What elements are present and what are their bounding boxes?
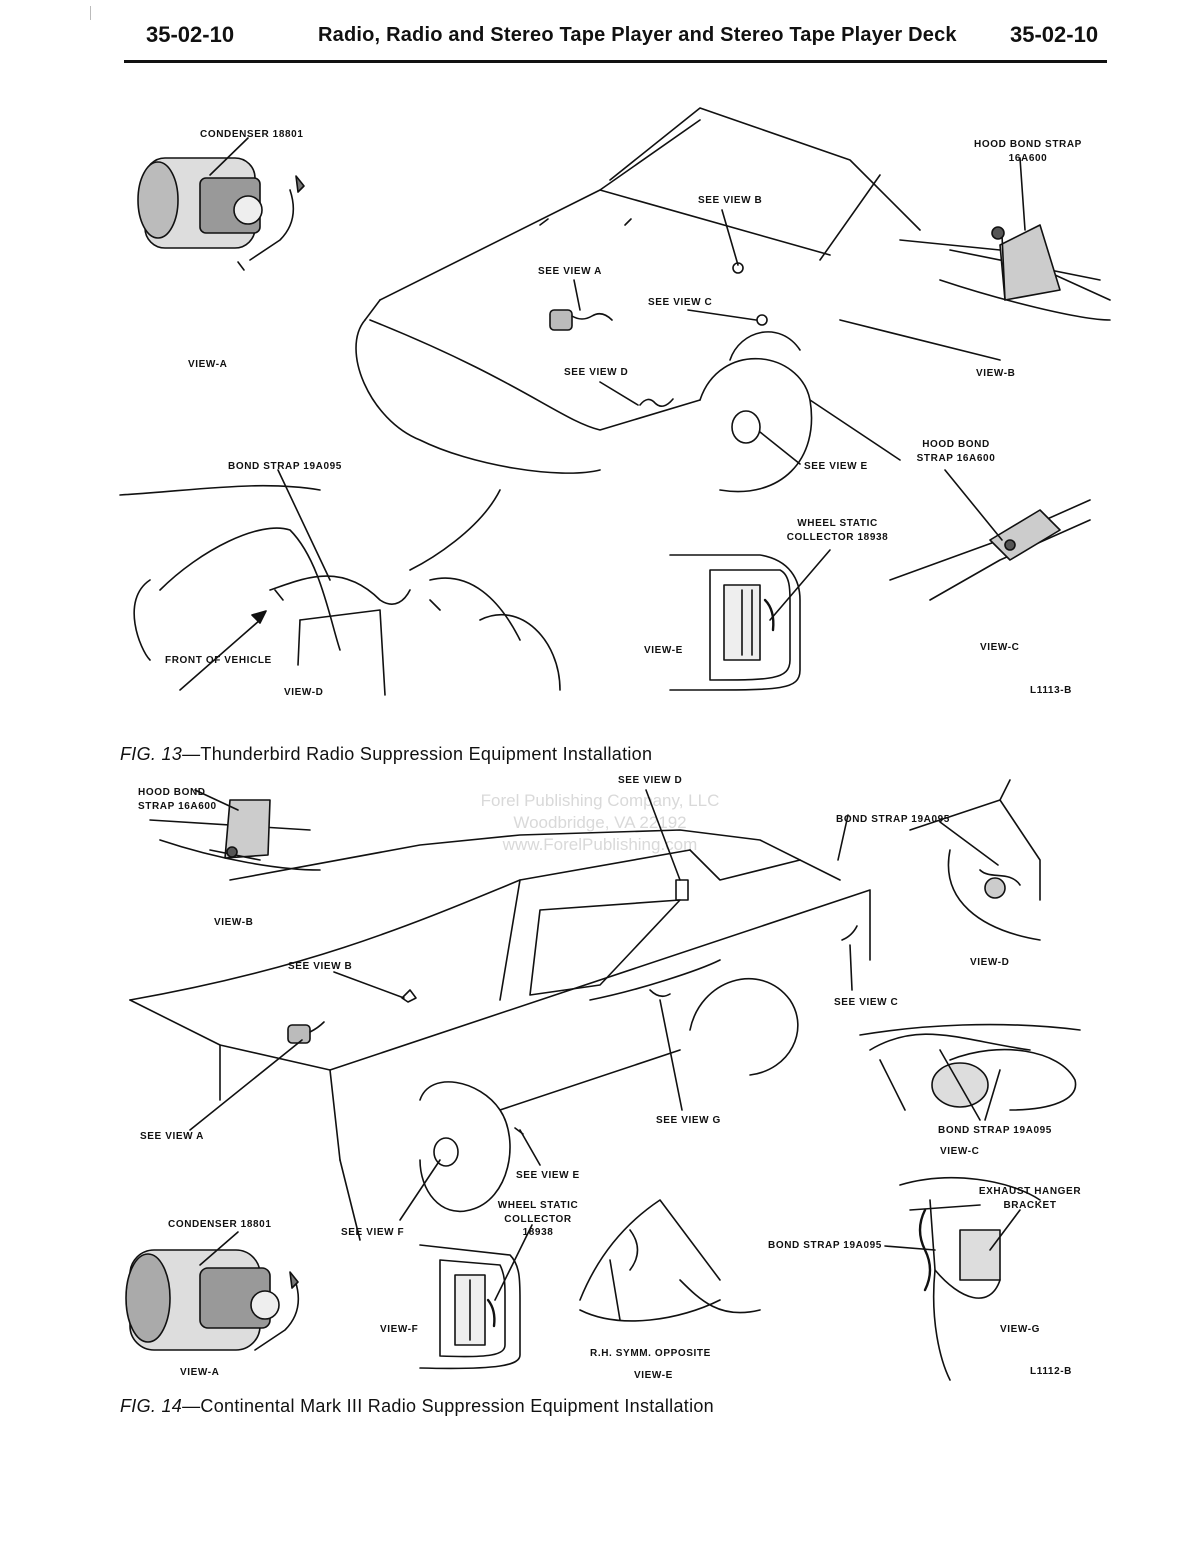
- label-condenser: CONDENSER 18801: [200, 129, 304, 140]
- wheel-lip-view-e: [579, 1199, 761, 1322]
- label-view-c: VIEW-C: [940, 1146, 980, 1157]
- page-title: Radio, Radio and Stereo Tape Player and …: [318, 24, 957, 46]
- exhaust-hanger-view-g: [884, 1177, 1041, 1381]
- label-rh-symm: R.H. SYMM. OPPOSITE: [590, 1348, 711, 1359]
- watermark: Forel Publishing Company, LLC Woodbridge…: [450, 790, 750, 856]
- hood-bond-strap-view-c: [889, 469, 1091, 601]
- hood-bond-strap-view-b: [939, 157, 1111, 321]
- label-see-view-c: SEE VIEW C: [648, 297, 713, 308]
- bond-strap-view-c: [859, 1023, 1081, 1121]
- bond-strap-view-d: [119, 469, 561, 696]
- label-view-g: VIEW-G: [1000, 1324, 1041, 1335]
- label-bond-strap-c: BOND STRAP 19A095: [938, 1125, 1052, 1136]
- label-see-view-b: SEE VIEW B: [288, 961, 353, 972]
- figure-number: FIG. 14: [120, 1396, 183, 1416]
- label-view-d: VIEW-D: [970, 957, 1010, 968]
- figure-caption-text: —Continental Mark III Radio Suppression …: [182, 1396, 714, 1416]
- label-view-f: VIEW-F: [380, 1324, 419, 1335]
- label-see-view-b: SEE VIEW B: [698, 195, 763, 206]
- label-condenser: CONDENSER 18801: [168, 1219, 272, 1230]
- watermark-line: www.ForelPublishing.com: [502, 835, 698, 855]
- label-view-e: VIEW-E: [634, 1370, 673, 1381]
- label-view-c: VIEW-C: [980, 642, 1020, 653]
- label-see-view-c: SEE VIEW C: [834, 997, 899, 1008]
- label-see-view-e: SEE VIEW E: [516, 1170, 580, 1181]
- figure-code: L1112-B: [1030, 1366, 1073, 1377]
- fig13-illustration: [119, 107, 1111, 696]
- label-wheel-collector: WHEEL STATIC COLLECTOR 18938: [497, 1200, 579, 1238]
- label-view-a: VIEW-A: [180, 1367, 220, 1378]
- figure-caption: FIG. 14—Continental Mark III Radio Suppr…: [120, 1396, 714, 1417]
- hood-bond-strap-view-b: [149, 789, 321, 871]
- label-bond-strap-d: BOND STRAP 19A095: [836, 814, 950, 825]
- wheel-collector-view-f: [419, 1224, 533, 1370]
- margin-mark: [90, 6, 91, 20]
- figure-caption-text: —Thunderbird Radio Suppression Equipment…: [182, 744, 653, 764]
- label-view-b: VIEW-B: [214, 917, 254, 928]
- bond-strap-view-d: [909, 779, 1041, 941]
- page-number-right: 35-02-10: [1010, 22, 1099, 47]
- label-hood-bond-strap: HOOD BOND STRAP 16A600: [138, 787, 217, 812]
- figure-caption: FIG. 13—Thunderbird Radio Suppression Eq…: [120, 744, 652, 765]
- condenser-view-a: [125, 1231, 300, 1351]
- figure-code: L1113-B: [1030, 685, 1073, 696]
- watermark-line: Woodbridge, VA 22192: [513, 813, 687, 833]
- watermark-line: Forel Publishing Company, LLC: [480, 791, 720, 810]
- condenser-view-a: [137, 137, 305, 271]
- label-view-e: VIEW-E: [644, 645, 683, 656]
- label-see-view-f: SEE VIEW F: [341, 1227, 405, 1238]
- header-rule: [124, 60, 1107, 63]
- label-view-a: VIEW-A: [188, 359, 228, 370]
- label-hood-bond-strap-c: HOOD BOND STRAP 16A600: [916, 439, 996, 464]
- continental-body: [129, 814, 871, 1241]
- label-bond-strap-g: BOND STRAP 19A095: [768, 1240, 882, 1251]
- figure-number: FIG. 13: [120, 744, 183, 764]
- label-see-view-d: SEE VIEW D: [618, 775, 683, 786]
- label-bond-strap: BOND STRAP 19A095: [228, 461, 342, 472]
- label-view-b: VIEW-B: [976, 368, 1016, 379]
- label-exhaust-bracket: EXHAUST HANGER BRACKET: [978, 1186, 1082, 1211]
- label-front-of-vehicle: FRONT OF VEHICLE: [165, 655, 272, 666]
- label-see-view-a: SEE VIEW A: [140, 1131, 204, 1142]
- label-see-view-e: SEE VIEW E: [804, 461, 868, 472]
- page-number-left: 35-02-10: [146, 22, 235, 47]
- label-see-view-d: SEE VIEW D: [564, 367, 629, 378]
- wheel-collector-view-e: [669, 549, 831, 691]
- label-wheel-collector: WHEEL STATIC COLLECTOR 18938: [786, 518, 889, 543]
- label-hood-bond-strap: HOOD BOND STRAP 16A600: [974, 139, 1082, 164]
- thunderbird-body: [355, 107, 1111, 493]
- label-see-view-a: SEE VIEW A: [538, 266, 602, 277]
- label-see-view-g: SEE VIEW G: [656, 1115, 721, 1126]
- label-view-d: VIEW-D: [284, 687, 324, 698]
